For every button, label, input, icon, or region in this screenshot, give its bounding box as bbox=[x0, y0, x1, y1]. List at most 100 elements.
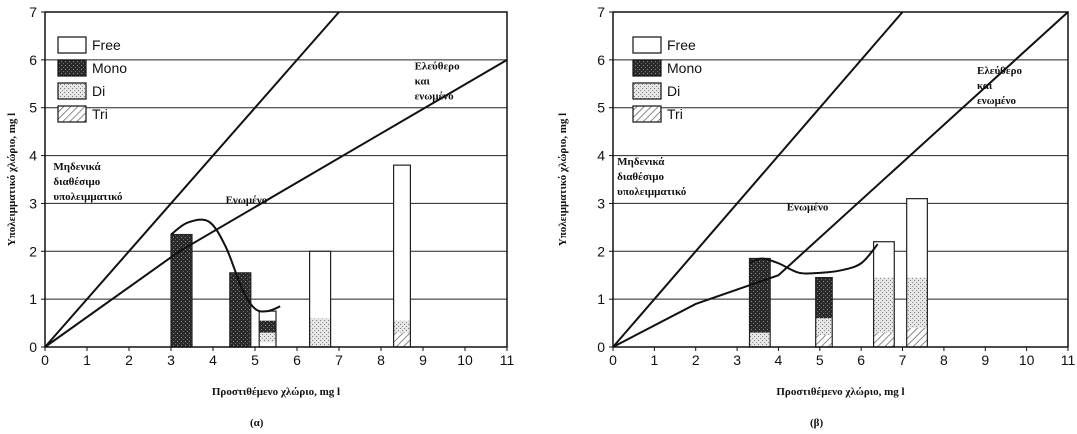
legend-swatch-di bbox=[57, 82, 87, 100]
x-tick-label: 9 bbox=[419, 352, 427, 368]
annotation-line: Ενωμένο bbox=[226, 194, 268, 206]
bar-segment-di bbox=[906, 277, 928, 328]
bar bbox=[393, 164, 412, 348]
annotation-text: Μηδενικά διαθέσιμο υπολειμματικό bbox=[617, 156, 687, 198]
x-axis-label: Προστιθέμενο χλώριο, mg l bbox=[212, 386, 340, 398]
x-tick-label: 3 bbox=[167, 352, 175, 368]
bar-segment-free bbox=[906, 198, 928, 278]
y-tick-label: 3 bbox=[29, 195, 37, 211]
x-tick-label: 0 bbox=[609, 352, 617, 368]
annotation-text: Ελεύθερο και ενωμένο bbox=[977, 65, 1022, 107]
chart-panel-b: 0 1 2 3 4 5 6 7 8 9 10 11 0 1 2 3 4 5 6 7 Μηδενικά διαθέσιμο υ… bbox=[538, 0, 1076, 434]
x-tick-label: 8 bbox=[377, 352, 385, 368]
bar-segment-tri bbox=[393, 332, 411, 347]
annotation-line: Μηδενικά bbox=[617, 156, 665, 168]
bar-segment-tri bbox=[873, 332, 895, 347]
x-axis-label: Προστιθέμενο χλώριο, mg l bbox=[776, 386, 904, 398]
x-tick-label: 10 bbox=[457, 352, 473, 368]
bar-segment-tri bbox=[815, 335, 833, 347]
bar-segment-free bbox=[873, 241, 895, 278]
bar-segment-tri bbox=[906, 327, 928, 347]
y-tick-label: 0 bbox=[597, 339, 605, 355]
bar-segment-free bbox=[309, 251, 331, 319]
y-tick-label: 7 bbox=[597, 4, 605, 20]
plot-frame bbox=[44, 11, 508, 348]
bar bbox=[309, 250, 332, 348]
annotation-line: και bbox=[977, 80, 993, 92]
legend-label-free: Free bbox=[92, 37, 121, 53]
legend: Free Mono Di Tri bbox=[632, 36, 702, 123]
x-tick-label: 10 bbox=[1019, 352, 1035, 368]
legend-label-free: Free bbox=[667, 37, 696, 53]
y-axis-label: Υπολειμματικό χλώριο, mg l bbox=[6, 113, 18, 246]
bar-segment-mono bbox=[259, 320, 276, 333]
annotation-line: Μηδενικά bbox=[53, 161, 101, 173]
bar-segment-free bbox=[393, 165, 411, 321]
annotation-line: ενωμένο bbox=[977, 95, 1017, 107]
bar bbox=[872, 241, 895, 348]
x-tick-label: 2 bbox=[125, 352, 133, 368]
chart-a-svg: 0 1 2 3 4 5 6 7 8 9 10 11 0 1 2 3 4 5 6 7 Μηδενικά διαθέσιμο υ… bbox=[6, 4, 515, 398]
legend-swatch-tri bbox=[57, 105, 87, 123]
y-tick-label: 5 bbox=[29, 100, 37, 116]
annotation-text: Ελεύθερο και ενωμένο bbox=[415, 60, 460, 102]
y-tick-label: 5 bbox=[597, 100, 605, 116]
x-tick-label: 9 bbox=[981, 352, 989, 368]
bar bbox=[906, 198, 928, 348]
annotation-text: Ενωμένο bbox=[787, 202, 829, 214]
bar bbox=[815, 277, 833, 348]
x-tick-label: 1 bbox=[650, 352, 658, 368]
panel-label-b: (β) bbox=[810, 417, 824, 429]
bar-segment-di bbox=[873, 277, 895, 333]
y-tick-label: 1 bbox=[29, 291, 37, 307]
series-line-demand-free-line bbox=[44, 11, 340, 348]
y-axis-label: Υπολειμματικό χλώριο, mg l bbox=[557, 113, 569, 246]
x-tick-label: 1 bbox=[83, 352, 91, 368]
y-tick-label: 6 bbox=[29, 52, 37, 68]
series-line-breakpoint-line bbox=[44, 58, 508, 348]
y-tick-label: 4 bbox=[29, 148, 37, 164]
series-line-residual-curve bbox=[170, 218, 281, 313]
bar-segment-mono bbox=[749, 258, 771, 333]
series-line-breakpoint-line bbox=[612, 11, 1069, 348]
y-tick-label: 2 bbox=[597, 243, 605, 259]
x-tick-label: 5 bbox=[816, 352, 824, 368]
y-tick-label: 6 bbox=[597, 52, 605, 68]
bar-segment-mono bbox=[229, 272, 251, 347]
plot-background bbox=[613, 12, 1068, 347]
chart-panel-a: 0 1 2 3 4 5 6 7 8 9 10 11 0 1 2 3 4 5 6 7 Μηδενικά διαθέσιμο υ… bbox=[0, 0, 538, 434]
legend-swatch-free bbox=[632, 36, 662, 54]
annotation-line: διαθέσιμο bbox=[617, 171, 664, 183]
bar bbox=[170, 233, 193, 348]
x-tick-label: 0 bbox=[41, 352, 49, 368]
x-tick-label: 7 bbox=[335, 352, 343, 368]
legend-swatch-di bbox=[632, 82, 662, 100]
y-tick-label: 7 bbox=[29, 4, 37, 20]
x-tick-label: 8 bbox=[940, 352, 948, 368]
x-tick-label: 2 bbox=[692, 352, 700, 368]
y-tick-label: 0 bbox=[29, 339, 37, 355]
legend-label-tri: Tri bbox=[667, 106, 683, 122]
legend-label-tri: Tri bbox=[92, 106, 108, 122]
legend-label-di: Di bbox=[667, 83, 680, 99]
legend-swatch-tri bbox=[632, 105, 662, 123]
x-tick-label: 5 bbox=[251, 352, 259, 368]
x-tick-label: 4 bbox=[775, 352, 783, 368]
x-tick-label: 11 bbox=[1061, 352, 1076, 368]
annotation-line: Ενωμένο bbox=[787, 202, 829, 214]
bar-segment-di bbox=[749, 332, 771, 347]
x-tick-label: 11 bbox=[500, 352, 515, 368]
annotation-line: Ελεύθερο bbox=[415, 60, 460, 72]
chart-b-svg: 0 1 2 3 4 5 6 7 8 9 10 11 0 1 2 3 4 5 6 7 Μηδενικά διαθέσιμο υ… bbox=[557, 4, 1076, 398]
x-tick-label: 7 bbox=[899, 352, 907, 368]
bar bbox=[748, 257, 771, 348]
annotation-line: υπολειμματικό bbox=[53, 191, 123, 203]
x-tick-label: 4 bbox=[209, 352, 217, 368]
panel-label-a: (α) bbox=[250, 417, 264, 429]
bar-segment-di bbox=[309, 318, 331, 347]
plot-frame bbox=[612, 11, 1069, 348]
x-tick-label: 6 bbox=[293, 352, 301, 368]
legend-label-di: Di bbox=[92, 83, 105, 99]
y-tick-label: 4 bbox=[597, 148, 605, 164]
legend-label-mono: Mono bbox=[92, 60, 127, 76]
